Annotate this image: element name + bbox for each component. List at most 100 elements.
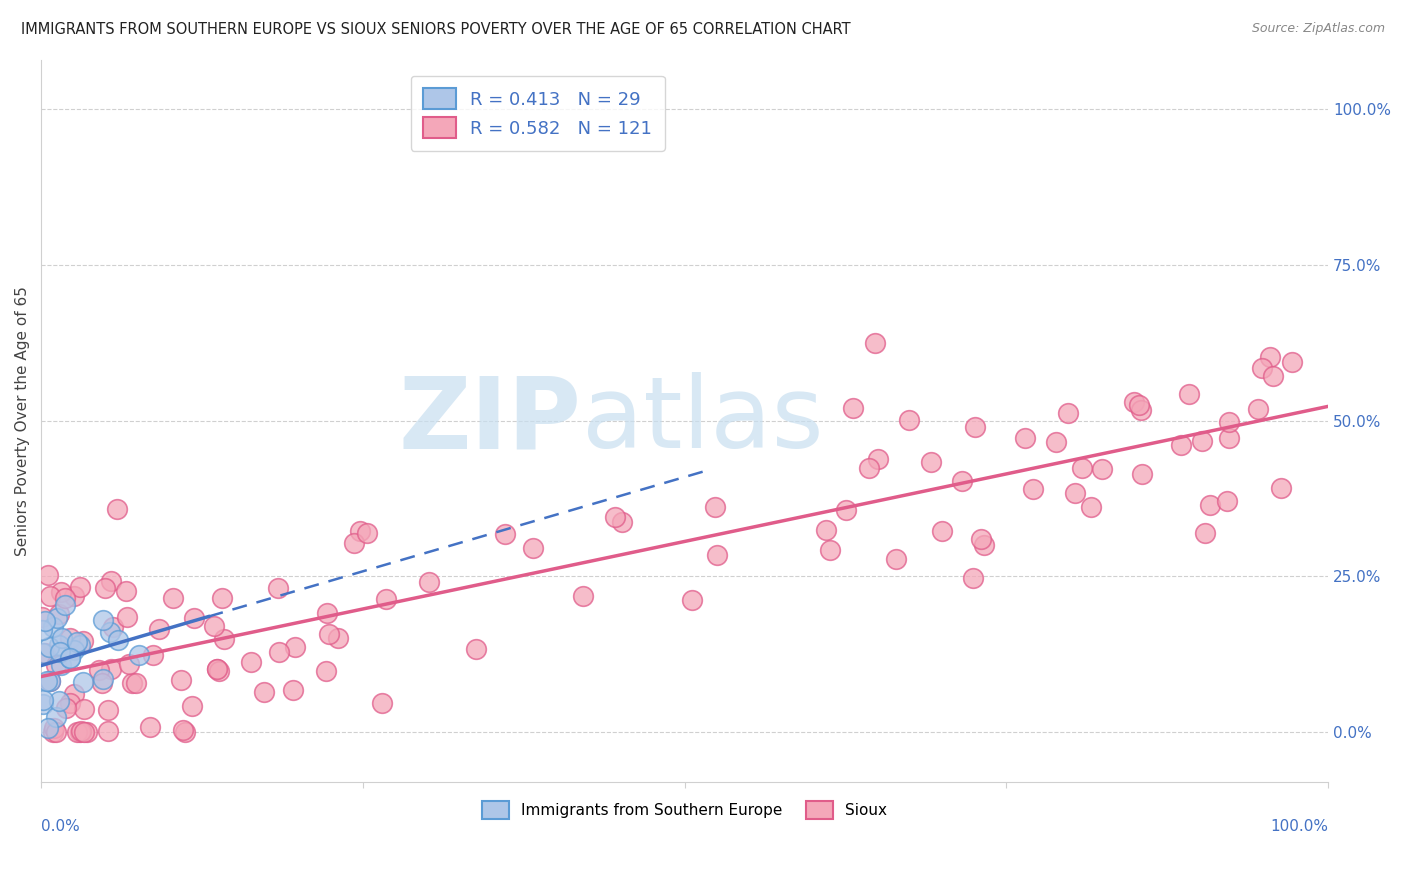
Point	[103, 620, 125, 634]
Point	[59, 650, 82, 665]
Point	[207, 662, 229, 676]
Point	[239, 656, 262, 670]
Text: ZIP: ZIP	[399, 372, 582, 469]
Point	[169, 673, 191, 688]
Point	[1251, 360, 1274, 375]
Point	[87, 663, 110, 677]
Point	[91, 613, 114, 627]
Point	[66, 725, 89, 739]
Point	[211, 591, 233, 605]
Point	[39, 589, 62, 603]
Point	[818, 543, 841, 558]
Point	[31, 623, 53, 637]
Point	[1218, 431, 1240, 445]
Point	[32, 647, 55, 661]
Point	[91, 675, 114, 690]
Point	[1246, 401, 1268, 416]
Point	[522, 541, 544, 555]
Point	[42, 620, 65, 634]
Point	[965, 420, 987, 434]
Text: 100.0%: 100.0%	[1270, 819, 1329, 834]
Point	[73, 725, 96, 739]
Point	[69, 724, 91, 739]
Point	[37, 674, 59, 689]
Text: IMMIGRANTS FROM SOUTHERN EUROPE VS SIOUX SENIORS POVERTY OVER THE AGE OF 65 CORR: IMMIGRANTS FROM SOUTHERN EUROPE VS SIOUX…	[21, 22, 851, 37]
Point	[32, 697, 55, 711]
Point	[318, 626, 340, 640]
Point	[76, 725, 98, 739]
Point	[267, 582, 290, 596]
Point	[63, 589, 86, 603]
Point	[253, 685, 276, 699]
Point	[148, 622, 170, 636]
Point	[121, 676, 143, 690]
Point	[37, 721, 59, 735]
Point	[284, 640, 307, 654]
Point	[202, 619, 225, 633]
Point	[53, 598, 76, 612]
Point	[920, 455, 942, 469]
Point	[494, 526, 516, 541]
Point	[1045, 435, 1067, 450]
Point	[605, 510, 627, 524]
Point	[866, 452, 889, 467]
Point	[1130, 467, 1153, 481]
Point	[100, 662, 122, 676]
Point	[973, 538, 995, 552]
Point	[45, 725, 67, 739]
Point	[283, 683, 305, 698]
Point	[38, 673, 60, 688]
Point	[34, 646, 56, 660]
Point	[464, 642, 486, 657]
Point	[349, 524, 371, 539]
Point	[118, 657, 141, 672]
Point	[73, 702, 96, 716]
Point	[69, 580, 91, 594]
Point	[858, 461, 880, 475]
Point	[172, 723, 194, 737]
Point	[53, 591, 76, 606]
Point	[1129, 403, 1152, 417]
Point	[706, 548, 728, 562]
Point	[66, 635, 89, 649]
Point	[97, 723, 120, 738]
Point	[886, 552, 908, 566]
Point	[49, 584, 72, 599]
Point	[63, 643, 86, 657]
Point	[1170, 438, 1192, 452]
Point	[1199, 498, 1222, 512]
Point	[183, 611, 205, 625]
Point	[1258, 350, 1281, 364]
Point	[37, 567, 59, 582]
Point	[31, 609, 53, 624]
Point	[45, 710, 67, 724]
Point	[1014, 431, 1036, 445]
Point	[681, 593, 703, 607]
Point	[39, 673, 62, 688]
Point	[612, 515, 634, 529]
Point	[42, 721, 65, 735]
Point	[41, 725, 63, 739]
Point	[91, 672, 114, 686]
Point	[1022, 482, 1045, 496]
Point	[97, 703, 120, 717]
Point	[356, 526, 378, 541]
Text: Source: ZipAtlas.com: Source: ZipAtlas.com	[1251, 22, 1385, 36]
Point	[59, 696, 82, 710]
Point	[815, 524, 838, 538]
Point	[1056, 406, 1078, 420]
Point	[1091, 462, 1114, 476]
Point	[115, 583, 138, 598]
Point	[375, 591, 398, 606]
Point	[952, 474, 974, 488]
Point	[1216, 494, 1239, 508]
Text: atlas: atlas	[582, 372, 824, 469]
Point	[59, 631, 82, 645]
Point	[94, 582, 117, 596]
Point	[1128, 398, 1150, 412]
Point	[128, 648, 150, 662]
Legend: Immigrants from Southern Europe, Sioux: Immigrants from Southern Europe, Sioux	[475, 795, 894, 825]
Point	[63, 687, 86, 701]
Point	[181, 698, 204, 713]
Point	[1071, 461, 1094, 475]
